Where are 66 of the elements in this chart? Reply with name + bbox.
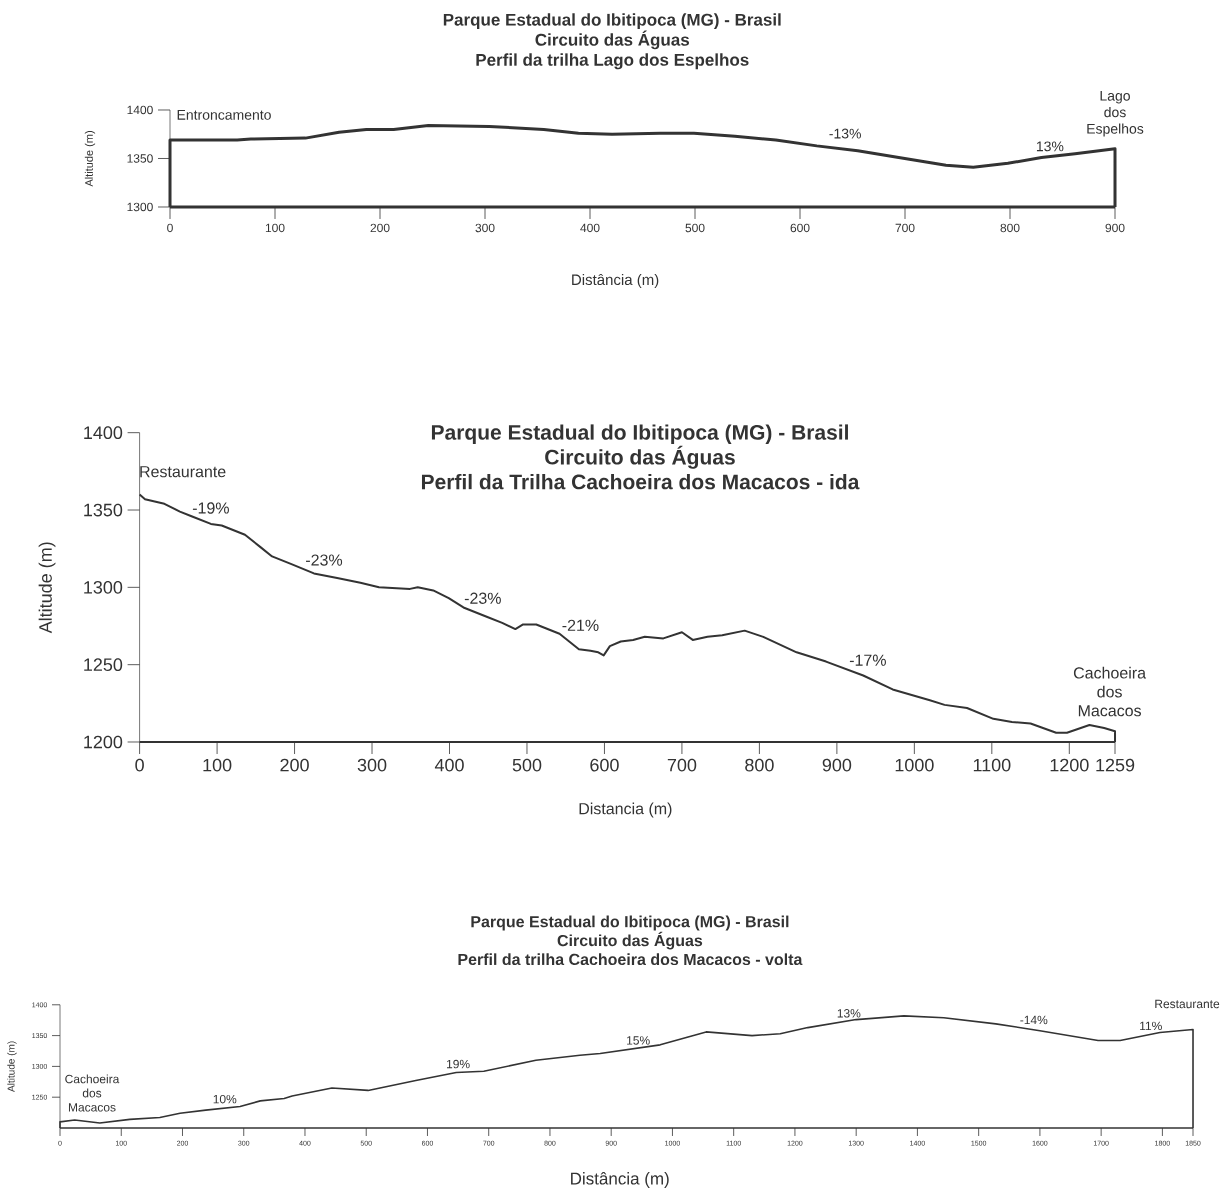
text: Perfil da trilha Cachoeira dos Macacos - volta — [458, 953, 803, 966]
annotation: 19% — [447, 1059, 470, 1069]
chart-title: Parque Estadual do Ibitipoca (MG) - Brasil — [443, 13, 781, 30]
annotation: -21% — [562, 619, 599, 631]
y-tick-label: 1400 — [84, 426, 123, 440]
annotation: -23% — [306, 554, 343, 566]
annotation: Entroncamento — [177, 110, 271, 120]
annotation: -14% — [1020, 1015, 1048, 1025]
annotation: Lago dos Espelhos — [1087, 90, 1144, 137]
x-tick-label: 600 — [590, 758, 619, 772]
annotation: 13% — [837, 1009, 861, 1018]
x-tick-label: 300 — [357, 758, 387, 772]
x-tick-label: 400 — [434, 758, 464, 772]
y-axis-title: Altitude (m) — [7, 1041, 17, 1092]
y-tick-label: 1200 — [84, 735, 123, 749]
x-tick-label: 1200 — [1050, 758, 1089, 772]
x-tick-label: 200 — [280, 758, 309, 772]
annotation: -23% — [464, 592, 501, 604]
y-axis-title: Altitude (m) — [84, 131, 96, 187]
x-tick-label: 900 — [1105, 223, 1125, 233]
chart-title: Parque Estadual do Ibitipoca (MG) - Brasil — [431, 424, 848, 444]
x-axis-title: Distância (m) — [571, 1172, 669, 1188]
chart-subtitle: Circuito das Águas — [535, 30, 690, 50]
x-tick-label: 900 — [822, 758, 852, 772]
chart-title: Parque Estadual do Ibitipoca (MG) - Brasil — [471, 915, 789, 931]
x-tick-label: 700 — [895, 223, 915, 233]
x-axis-title: Distancia (m) — [579, 802, 672, 818]
x-tick-label: 1259 — [1096, 758, 1135, 772]
y-tick-label: 1350 — [84, 503, 123, 517]
annotation: Perfil da Trilha Cachoeira dos Macacos - ida — [421, 473, 860, 490]
x-tick-label: 500 — [685, 223, 705, 233]
x-tick-label: 0 — [167, 223, 173, 233]
annotation: Cachoeira dos Macacos — [1073, 666, 1147, 717]
x-tick-label: 1000 — [895, 758, 934, 772]
text: Perfil da trilha Lago dos Espelhos — [476, 53, 749, 70]
y-tick-label: 1300 — [127, 202, 153, 212]
annotation: -13% — [829, 128, 861, 139]
y-axis-title: Altitude (m) — [38, 542, 56, 634]
x-tick-label: 300 — [475, 223, 495, 233]
x-tick-label: 400 — [580, 223, 600, 233]
annotation: 13% — [1036, 141, 1064, 152]
x-tick-label: 800 — [1000, 223, 1020, 233]
y-tick-label: 1350 — [127, 154, 153, 163]
x-tick-label: 100 — [203, 758, 232, 772]
annotation: Restaurante — [140, 466, 226, 478]
x-tick-label: 200 — [370, 223, 390, 233]
y-tick-label: 1300 — [84, 580, 123, 594]
annotation: Cachoeira dos Macacos — [65, 1074, 120, 1112]
chart-subtitle: Circuito das Águas — [557, 931, 703, 950]
annotation: 11% — [1140, 1021, 1162, 1031]
x-tick-label: 0 — [135, 758, 144, 772]
annotation: Restaurante — [1155, 999, 1220, 1009]
annotation: 15% — [627, 1036, 650, 1045]
x-tick-label: 500 — [512, 758, 542, 772]
y-tick-label: 1400 — [127, 105, 153, 115]
x-tick-label: 100 — [265, 223, 285, 233]
annotation: 10% — [213, 1094, 237, 1104]
x-tick-label: 1100 — [973, 758, 1011, 772]
x-tick-label: 600 — [790, 223, 810, 233]
text: Circuito das Águas — [545, 445, 735, 469]
x-tick-label: 700 — [667, 758, 697, 772]
x-tick-label: 800 — [745, 758, 774, 772]
annotation: -17% — [849, 654, 886, 666]
x-axis-title: Distância (m) — [572, 273, 659, 288]
annotation: -19% — [192, 502, 229, 514]
y-tick-label: 1250 — [84, 658, 123, 672]
